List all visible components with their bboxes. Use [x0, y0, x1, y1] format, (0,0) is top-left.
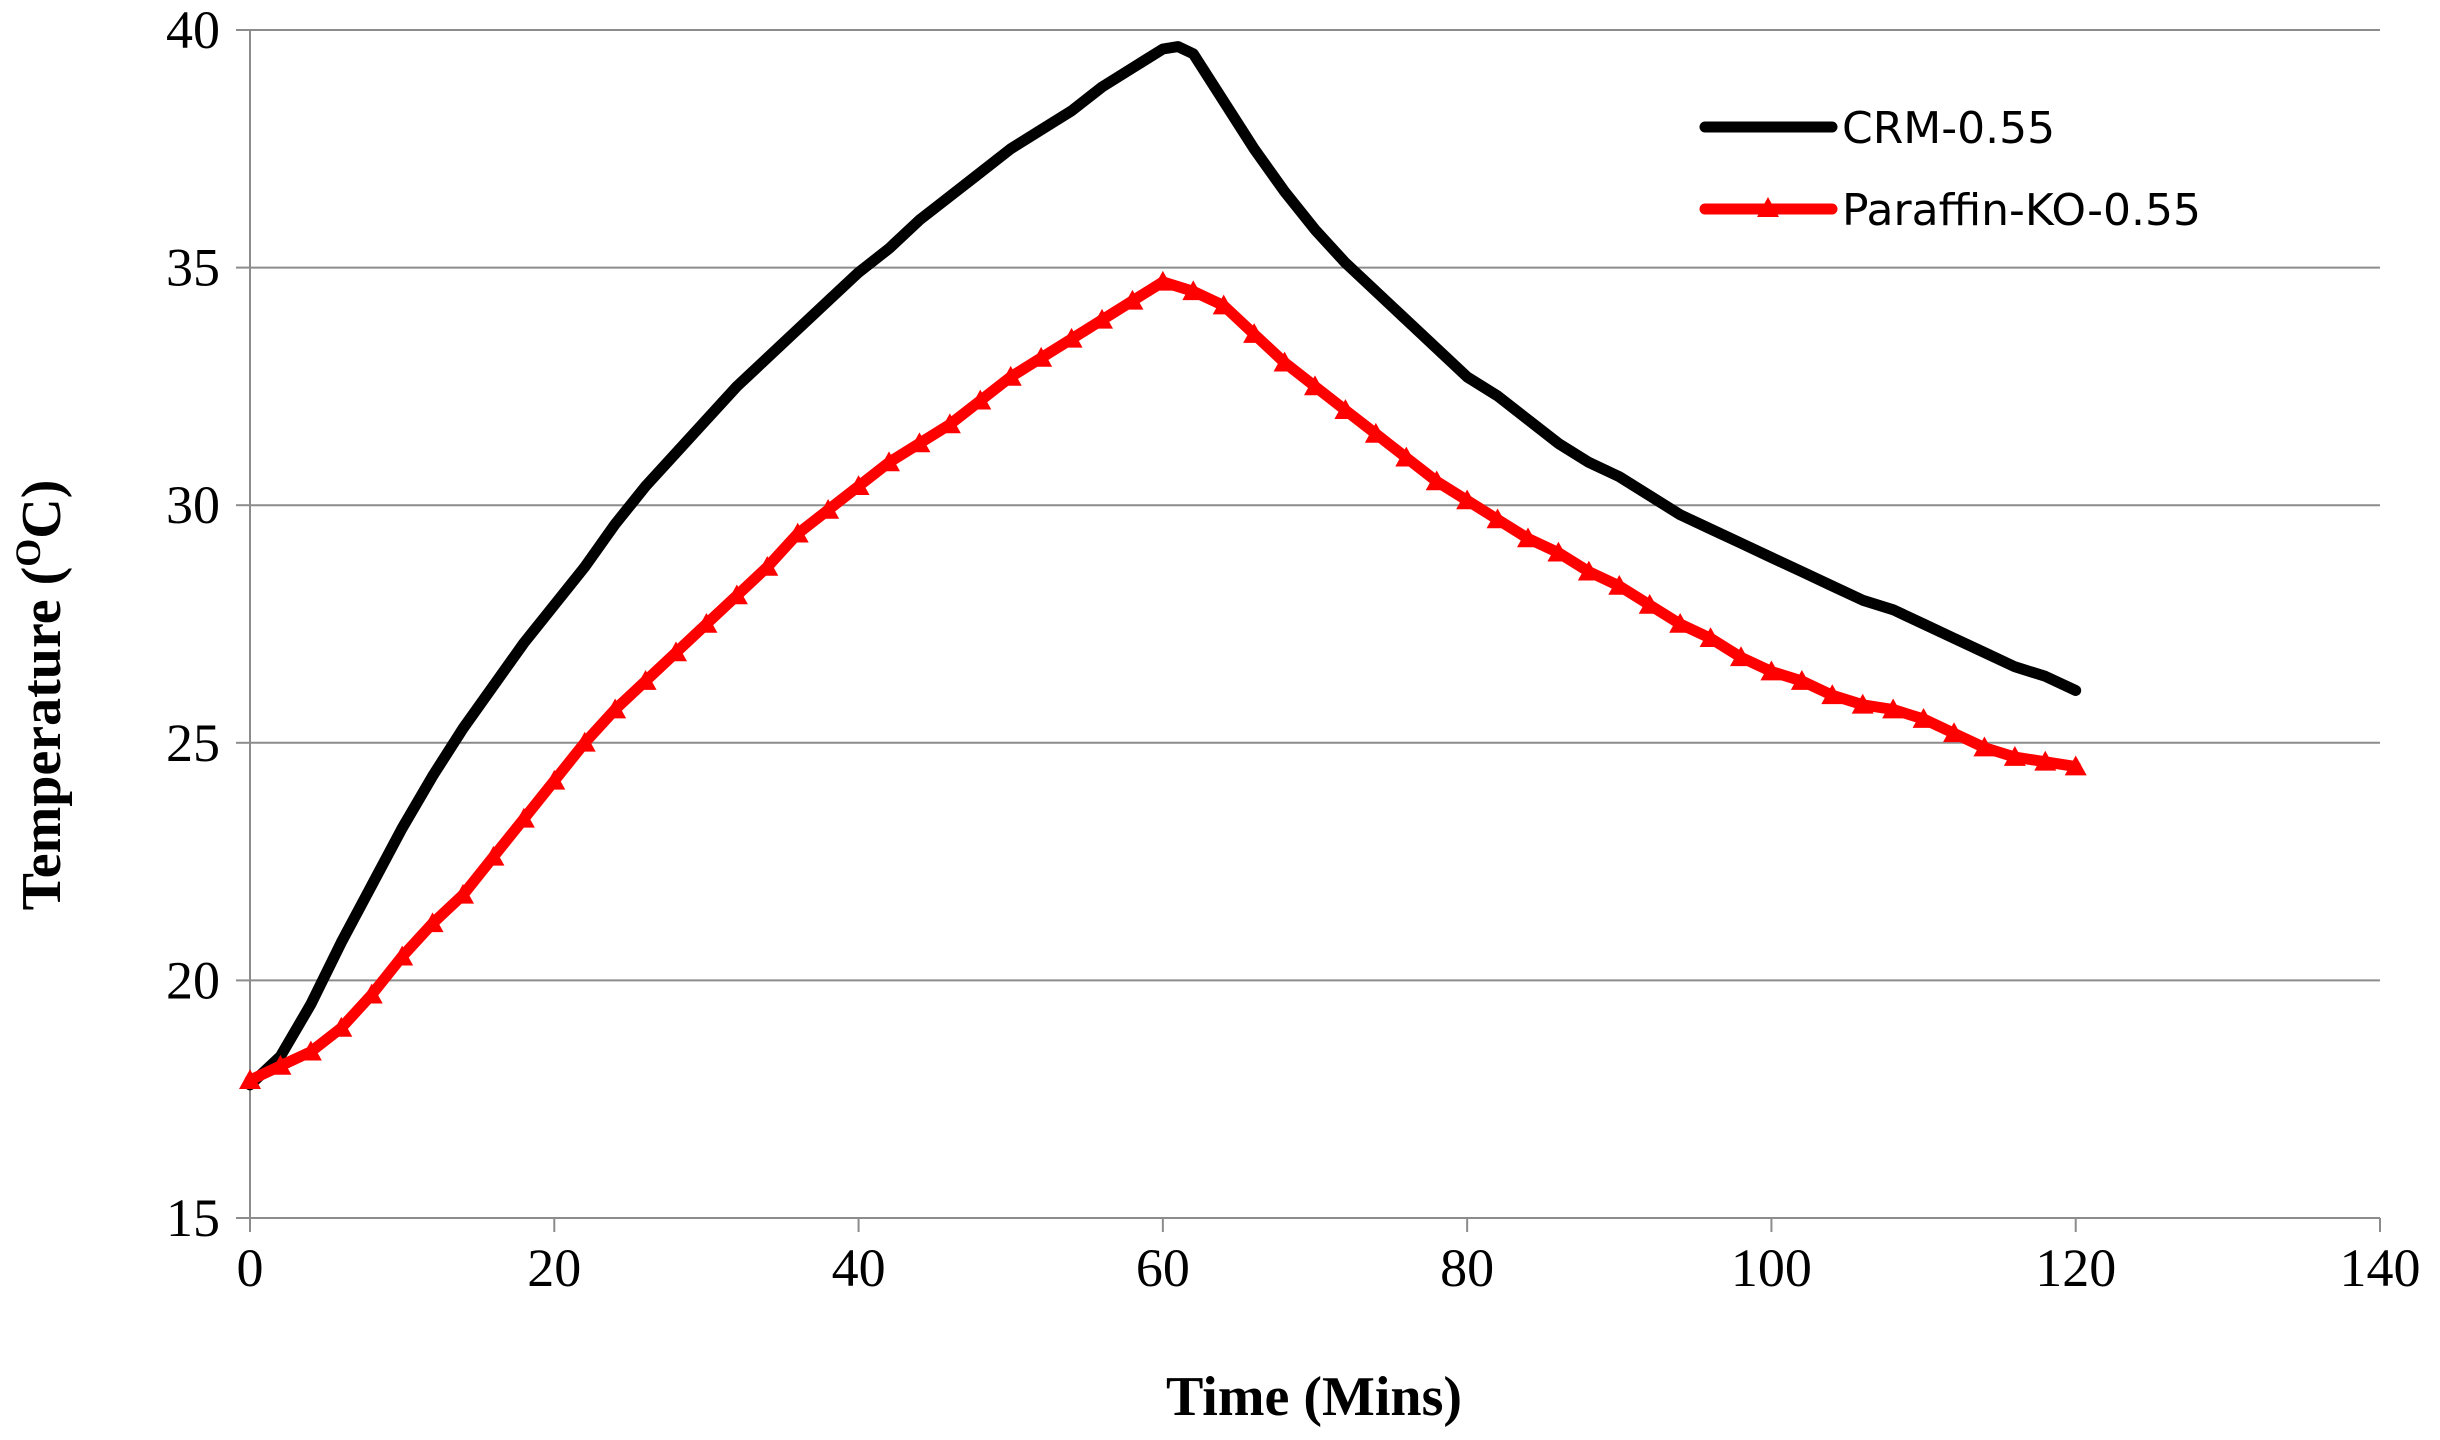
series-1-marker-1 [269, 1054, 292, 1075]
series-1-marker-4 [360, 983, 383, 1004]
y-tick-label-15: 15 [166, 1188, 220, 1248]
x-tick-labels: 0 20 40 60 80 100 120 140 [237, 1238, 2421, 1298]
series-1-marker-54 [1882, 698, 1905, 719]
series-1-marker-9 [512, 807, 535, 828]
series-1-marker-38 [1395, 446, 1418, 467]
series-1-marker-17 [756, 555, 779, 576]
series-1-marker-28 [1091, 308, 1113, 329]
series-1-marker-16 [725, 584, 748, 605]
series-1-marker-35 [1304, 375, 1326, 396]
series-lines [239, 41, 2087, 1091]
series-1-marker-46 [1638, 593, 1661, 614]
series-1-marker-58 [2003, 746, 2026, 766]
gridlines [250, 29, 2380, 982]
series-1-marker-49 [1730, 646, 1752, 667]
series-1-marker-11 [573, 731, 596, 752]
series-1-marker-12 [604, 698, 627, 719]
series-1-marker-6 [421, 912, 444, 933]
y-tick-label-35: 35 [166, 238, 220, 298]
x-tick-label-60: 60 [1136, 1238, 1190, 1298]
series-1-marker-53 [1851, 693, 1874, 714]
y-axis-title-main: Temperature ( [11, 567, 73, 911]
series-1-marker-29 [1121, 289, 1144, 310]
y-axis-title-sup: O [8, 539, 48, 567]
series-1-marker-19 [817, 498, 840, 519]
y-axis-title: Temperature (OC) [8, 480, 73, 911]
series-1-marker-43 [1547, 541, 1570, 562]
series-1-marker-32 [1212, 294, 1235, 315]
series-1-marker-18 [786, 522, 809, 543]
y-tick-labels: 15 20 25 30 35 40 [166, 0, 220, 1248]
series-1-marker-36 [1334, 399, 1357, 419]
series-1-marker-55 [1912, 708, 1935, 728]
x-tick-label-40: 40 [832, 1238, 886, 1298]
series-1-marker-27 [1060, 327, 1083, 348]
series-1-marker-59 [2034, 750, 2057, 771]
x-axis-title: Time (Mins) [1166, 1366, 1462, 1428]
series-1-marker-24 [969, 389, 992, 410]
series-1-marker-44 [1577, 560, 1600, 581]
series-1-marker-25 [999, 365, 1022, 386]
y-tick-label-20: 20 [166, 950, 220, 1010]
series-1-marker-37 [1364, 422, 1387, 443]
series-1-marker-14 [665, 641, 687, 662]
series-1-marker-34 [1273, 351, 1296, 372]
series-1-marker-5 [391, 945, 414, 966]
y-tick-label-30: 30 [166, 475, 220, 535]
y-tick-label-25: 25 [166, 713, 220, 773]
x-tick-label-120: 120 [2035, 1238, 2116, 1298]
series-line-0 [244, 41, 2082, 1091]
series-1-marker-60 [2064, 755, 2087, 776]
series-1-marker-22 [908, 432, 931, 453]
series-1-marker-41 [1486, 508, 1509, 529]
legend: CRM-0.55 Paraffin-KO-0.55 [1699, 103, 2201, 236]
series-1-marker-10 [543, 769, 566, 790]
x-tick-label-140: 140 [2340, 1238, 2421, 1298]
y-axis-title-end: C) [11, 480, 73, 539]
legend-marker-paraffin [1757, 197, 1779, 217]
series-1-marker-23 [938, 413, 961, 434]
series-1-marker-33 [1243, 323, 1266, 343]
series-1-marker-42 [1517, 527, 1539, 548]
series-1-marker-2 [299, 1040, 322, 1061]
x-tick-label-80: 80 [1440, 1238, 1494, 1298]
x-tick-label-0: 0 [237, 1238, 264, 1298]
series-1-marker-51 [1790, 670, 1813, 690]
series-1-marker-47 [1669, 613, 1692, 633]
series-1-marker-40 [1456, 489, 1479, 510]
series-1-marker-21 [878, 451, 900, 472]
x-tick-label-20: 20 [527, 1238, 581, 1298]
series-1-marker-20 [847, 475, 870, 495]
series-1-marker-50 [1760, 660, 1783, 681]
series-1-marker-7 [452, 883, 474, 904]
x-tick-label-100: 100 [1731, 1238, 1812, 1298]
legend-label-crm: CRM-0.55 [1842, 103, 2055, 154]
axes [236, 29, 2381, 1232]
series-1-marker-26 [1030, 346, 1053, 367]
series-1-marker-57 [1973, 736, 1996, 757]
series-1-marker-30 [1151, 270, 1174, 291]
series-1-marker-13 [634, 670, 657, 690]
series-1-marker-3 [330, 1016, 353, 1037]
series-1-marker-45 [1608, 574, 1631, 595]
series-1-marker-31 [1182, 280, 1205, 301]
y-tick-label-40: 40 [166, 0, 220, 60]
series-1-marker-8 [482, 845, 505, 866]
legend-label-paraffin: Paraffin-KO-0.55 [1842, 185, 2201, 236]
series-1-marker-56 [1943, 722, 1965, 743]
series-1-marker-39 [1425, 470, 1448, 491]
series-1-marker-48 [1699, 627, 1722, 648]
series-1-marker-15 [695, 613, 718, 633]
series-1-marker-0 [239, 1069, 261, 1089]
series-1-marker-52 [1821, 684, 1844, 705]
